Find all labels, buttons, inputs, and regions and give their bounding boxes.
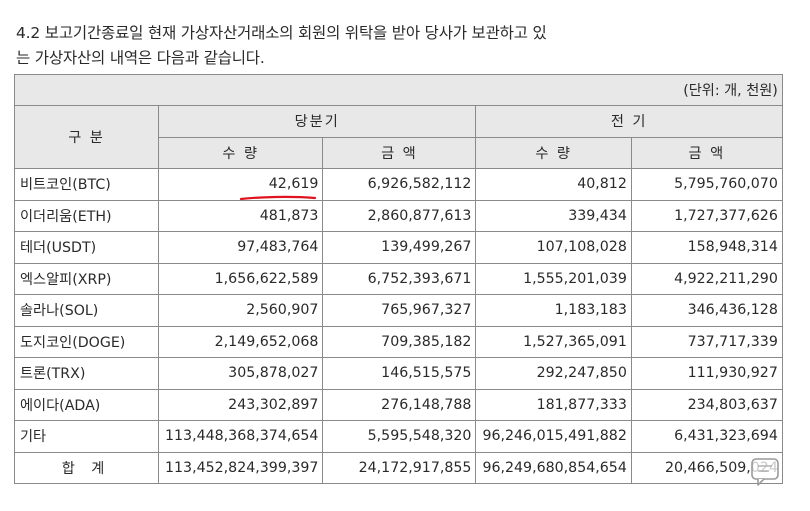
current-qty-cell: 1,656,622,589 xyxy=(157,262,324,295)
current-amount-cell: 6,926,582,112 xyxy=(322,168,477,201)
header-row-1: 구 분 당분기 전 기 xyxy=(14,105,783,169)
comment-bubble-icon[interactable] xyxy=(750,457,782,487)
table-row: 솔라나(SOL) 2,560,907 765,967,327 1,183,183 346… xyxy=(14,294,783,327)
custody-assets-table: (단위: 개, 천원) 구 분 당분기 전 기 수 량 금 액 수 량 금 액 … xyxy=(14,74,783,484)
current-qty-cell: 2,560,907 xyxy=(157,294,324,327)
header-category: 구 분 xyxy=(14,105,159,169)
red-underline-mark xyxy=(240,195,316,201)
prior-amount-cell: 111,930,927 xyxy=(630,357,783,390)
current-qty-cell: 42,619 xyxy=(157,168,324,201)
prior-qty-cell: 1,527,365,091 xyxy=(475,325,632,358)
header-current-qty: 수 량 xyxy=(157,136,324,169)
row-label: 기타 xyxy=(14,420,159,453)
table-row: 이더리움(ETH) 481,873 2,860,877,613 339,434 1,72… xyxy=(14,199,783,232)
header-row-2: 수 량 금 액 수 량 금 액 xyxy=(15,136,783,169)
row-label: 에이다(ADA) xyxy=(14,388,159,421)
prior-qty-cell: 107,108,028 xyxy=(475,231,632,264)
prior-qty-cell: 339,434 xyxy=(475,199,632,232)
row-label: 도지코인(DOGE) xyxy=(14,325,159,358)
table-row: 기타 113,448,368,374,654 5,595,548,320 96,246… xyxy=(14,420,783,453)
prior-amount-cell: 1,727,377,626 xyxy=(630,199,783,232)
current-qty-cell: 113,448,368,374,654 xyxy=(157,420,324,453)
table-row: 에이다(ADA) 243,302,897 276,148,788 181,877,33… xyxy=(14,388,783,421)
current-amount-cell: 139,499,267 xyxy=(322,231,477,264)
prior-qty-cell: 292,247,850 xyxy=(475,357,632,390)
unit-row: (단위: 개, 천원) xyxy=(14,74,783,106)
current-amount-cell: 765,967,327 xyxy=(322,294,477,327)
unit-label: (단위: 개, 천원) xyxy=(14,74,783,106)
current-amount-cell: 709,385,182 xyxy=(322,325,477,358)
current-amount-cell: 146,515,575 xyxy=(322,357,477,390)
table-row: 트론(TRX) 305,878,027 146,515,575 292,247,850… xyxy=(14,357,783,390)
intro-line-2: 는 가상자산의 내역은 다음과 같습니다. xyxy=(16,49,265,67)
current-amount-cell: 6,752,393,671 xyxy=(322,262,477,295)
current-qty-cell: 97,483,764 xyxy=(157,231,324,264)
table-body: 비트코인(BTC) 42,619 6,926,582,112 40,812 5,795,… xyxy=(14,168,783,453)
prior-amount-cell: 4,922,211,290 xyxy=(630,262,783,295)
total-label: 합 계 xyxy=(14,451,159,484)
prior-amount-cell: 6,431,323,694 xyxy=(630,420,783,453)
header-prior-qty: 수 량 xyxy=(475,136,632,169)
header-current-amount: 금 액 xyxy=(322,136,477,169)
row-label: 엑스알피(XRP) xyxy=(14,262,159,295)
prior-amount-cell: 737,717,339 xyxy=(630,325,783,358)
prior-qty-cell: 1,183,183 xyxy=(475,294,632,327)
table-row: 테더(USDT) 97,483,764 139,499,267 107,108,028… xyxy=(14,231,783,264)
header-current-period: 당분기 xyxy=(157,105,477,138)
prior-amount-cell: 234,803,637 xyxy=(630,388,783,421)
table-row: 엑스알피(XRP) 1,656,622,589 6,752,393,671 1,555… xyxy=(14,262,783,295)
intro-paragraph: 4.2 보고기간종료일 현재 가상자산거래소의 회원의 위탁을 받아 당사가 보… xyxy=(16,21,796,71)
prior-amount-cell: 158,948,314 xyxy=(630,231,783,264)
current-amount-cell: 276,148,788 xyxy=(322,388,477,421)
prior-qty-cell: 40,812 xyxy=(475,168,632,201)
table-row: 도지코인(DOGE) 2,149,652,068 709,385,182 1,527,… xyxy=(14,325,783,358)
current-amount-cell: 2,860,877,613 xyxy=(322,199,477,232)
current-qty-cell: 305,878,027 xyxy=(157,357,324,390)
prior-qty-cell: 96,246,015,491,882 xyxy=(475,420,632,453)
table-row: 비트코인(BTC) 42,619 6,926,582,112 40,812 5,795,… xyxy=(14,168,783,201)
total-prior-qty: 96,249,680,854,654 xyxy=(475,451,632,484)
current-qty-cell: 243,302,897 xyxy=(157,388,324,421)
prior-amount-cell: 5,795,760,070 xyxy=(630,168,783,201)
total-current-qty: 113,452,824,399,397 xyxy=(157,451,324,484)
total-row: 합 계 113,452,824,399,397 24,172,917,855 9… xyxy=(14,451,783,484)
header-prior-period: 전 기 xyxy=(475,105,783,138)
row-label: 테더(USDT) xyxy=(14,231,159,264)
row-label: 이더리움(ETH) xyxy=(14,199,159,232)
row-label: 솔라나(SOL) xyxy=(14,294,159,327)
prior-qty-cell: 1,555,201,039 xyxy=(475,262,632,295)
row-label: 트론(TRX) xyxy=(14,357,159,390)
intro-line-1: 4.2 보고기간종료일 현재 가상자산거래소의 회원의 위탁을 받아 당사가 보… xyxy=(16,24,547,42)
prior-qty-cell: 181,877,333 xyxy=(475,388,632,421)
current-qty-cell: 2,149,652,068 xyxy=(157,325,324,358)
current-amount-cell: 5,595,548,320 xyxy=(322,420,477,453)
current-qty-cell: 481,873 xyxy=(157,199,324,232)
total-current-amount: 24,172,917,855 xyxy=(322,451,477,484)
prior-amount-cell: 346,436,128 xyxy=(630,294,783,327)
row-label: 비트코인(BTC) xyxy=(14,168,159,201)
header-prior-amount: 금 액 xyxy=(630,136,783,169)
